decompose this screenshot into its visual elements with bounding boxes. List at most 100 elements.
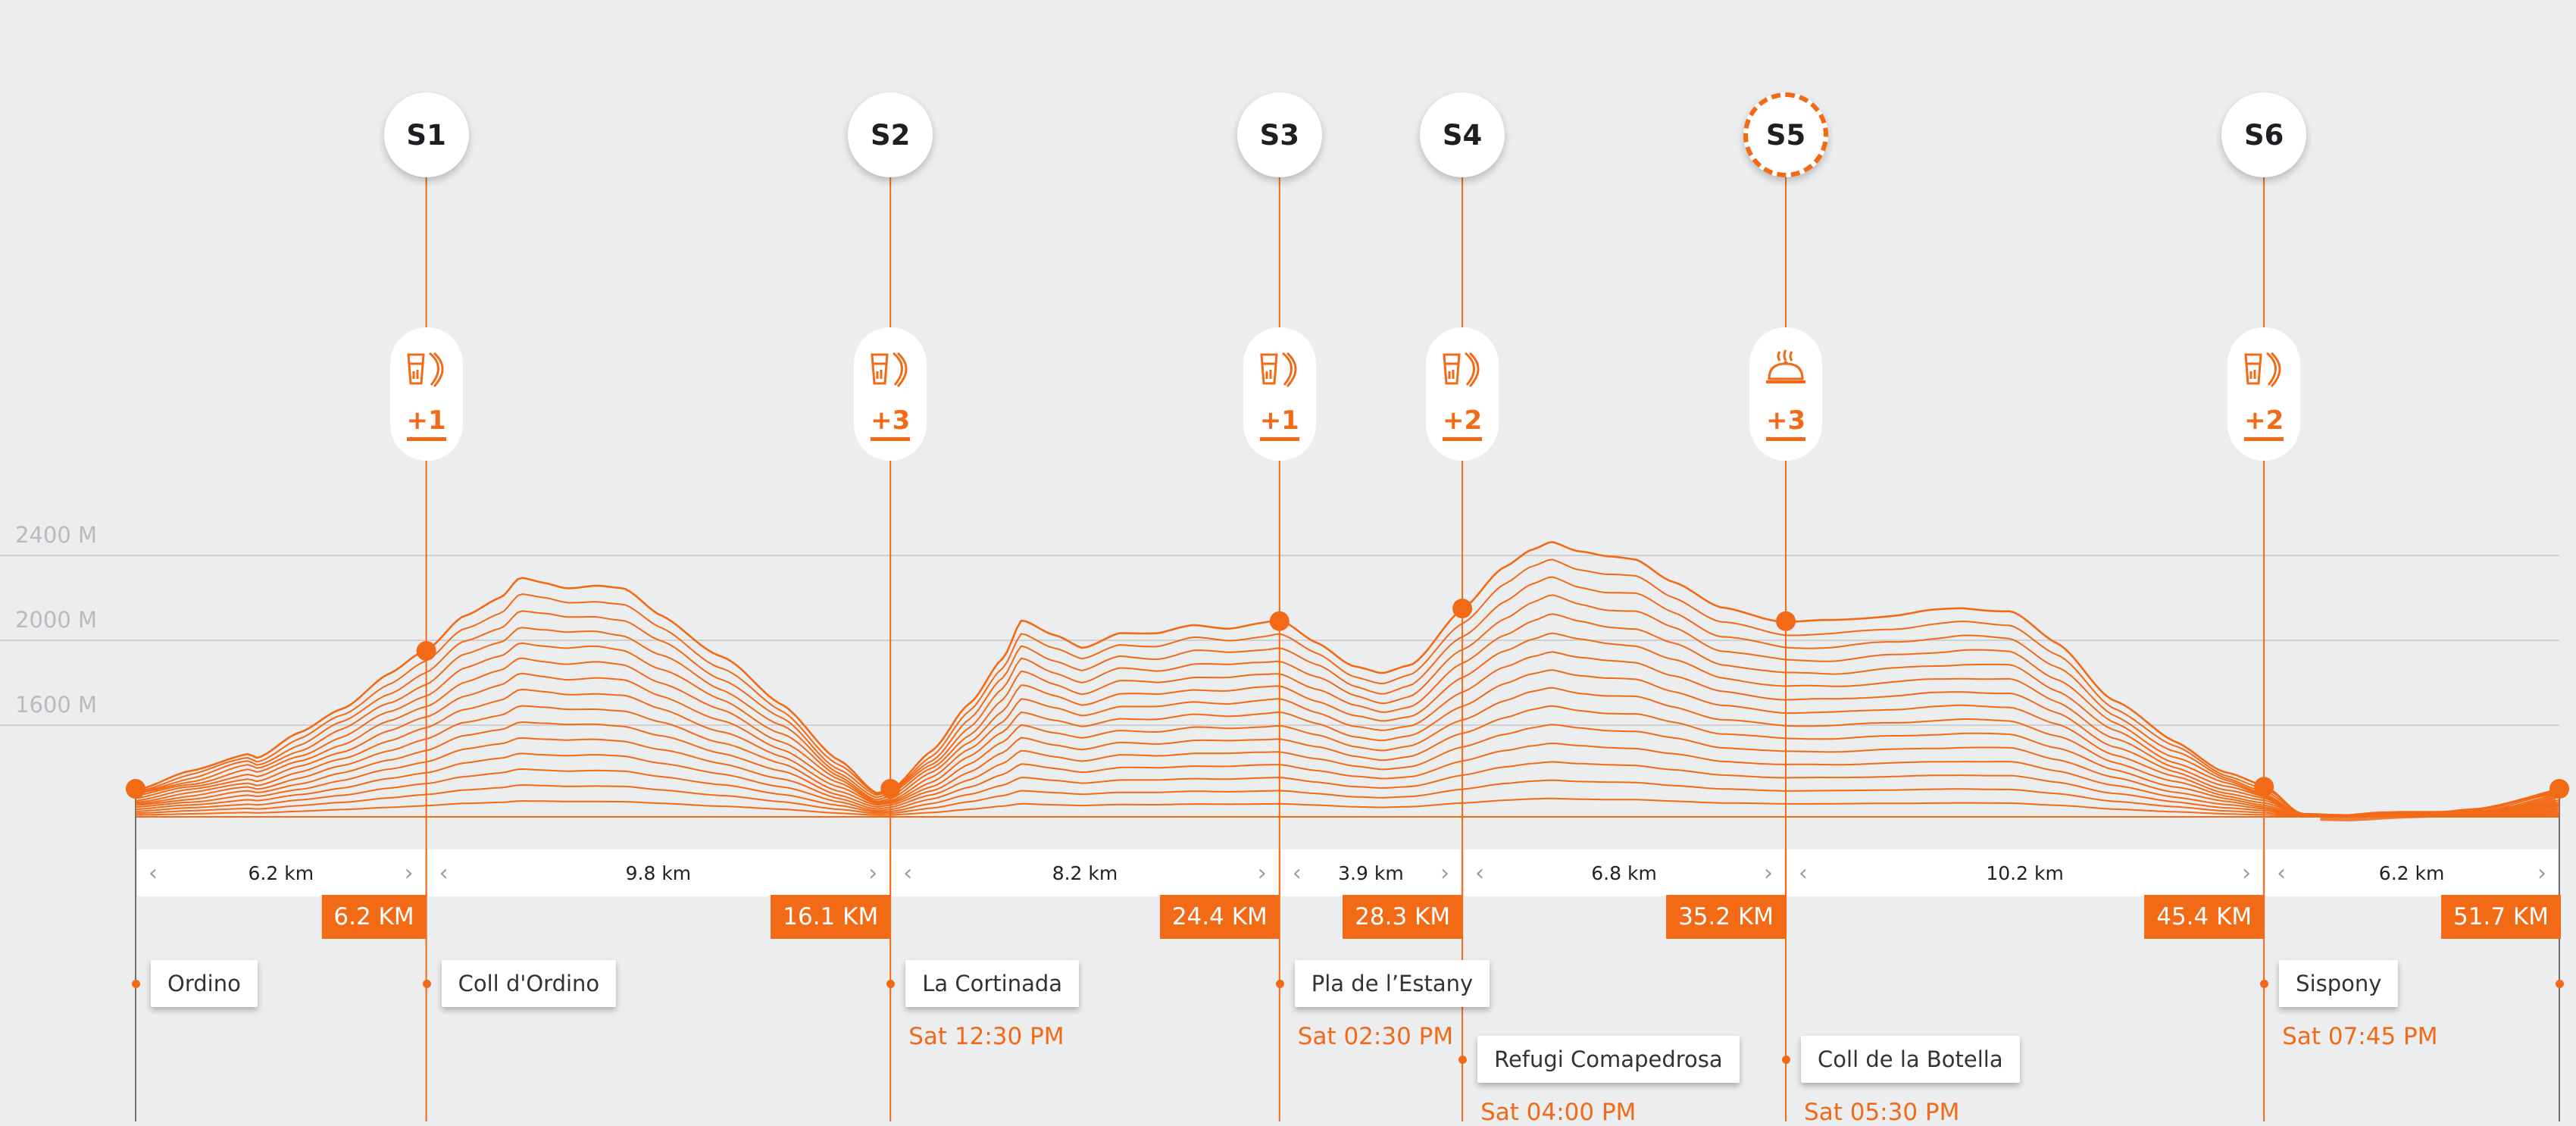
aid-count-value: +3 [1765, 405, 1806, 441]
location-label-6[interactable]: Coll de la Botella [1801, 1036, 2020, 1083]
contour-line-2 [135, 779, 2560, 818]
cumulative-distance-3: 24.4 KM [1159, 895, 1280, 939]
drink-and-snack-icon [868, 349, 913, 389]
stage-point-s2 [880, 779, 901, 799]
location-label-5[interactable]: Refugi Comapedrosa [1477, 1036, 1740, 1083]
segment-distance-2: ‹ 9.8 km › [427, 849, 889, 896]
location-time-5: Sat 04:00 PM [1480, 1099, 1637, 1126]
chevron-right-icon[interactable]: › [1440, 859, 1450, 887]
chevron-right-icon[interactable]: › [404, 859, 414, 887]
stage-point-s5 [1776, 611, 1796, 631]
station-points [126, 599, 2569, 799]
finish-point [2549, 779, 2569, 799]
aid-station-s4[interactable]: +2 [1426, 327, 1499, 461]
aid-station-s5[interactable]: +3 [1749, 327, 1823, 461]
hot-meal-icon [1763, 349, 1809, 389]
stage-marker-s3[interactable]: S3 [1236, 92, 1322, 177]
chevron-left-icon[interactable]: ‹ [148, 859, 158, 887]
segment-distance-label: 6.8 km [1591, 862, 1657, 884]
elevation-contours [135, 541, 2560, 821]
drink-and-snack-icon [1257, 349, 1302, 389]
contour-line-4 [135, 743, 2560, 818]
segment-distance-label: 9.8 km [625, 862, 692, 884]
contour-line-5 [135, 724, 2560, 818]
segment-distance-3: ‹ 8.2 km › [892, 849, 1278, 896]
location-dot [1275, 980, 1284, 988]
stage-marker-s2[interactable]: S2 [848, 92, 933, 177]
location-time-7: Sat 07:45 PM [2282, 1023, 2438, 1050]
aid-count-value: +2 [1443, 405, 1483, 441]
segment-distance-label: 3.9 km [1338, 862, 1404, 884]
contour-line-7 [135, 687, 2560, 818]
chevron-right-icon[interactable]: › [2537, 859, 2546, 887]
elevation-tick-2000: 2000 M [15, 607, 97, 633]
segment-distance-label: 6.2 km [248, 862, 314, 884]
aid-station-count: +2 [1426, 405, 1499, 441]
aid-station-count: +1 [1243, 405, 1316, 441]
finish-location-dot [2556, 980, 2564, 988]
location-label-2[interactable]: Coll d'Ordino [441, 960, 617, 1007]
cumulative-distance-5: 35.2 KM [1666, 895, 1787, 939]
location-dot [422, 980, 431, 988]
location-label-4[interactable]: Pla de l’Estany [1294, 960, 1490, 1007]
location-time-4: Sat 02:30 PM [1297, 1023, 1454, 1050]
stage-marker-s5[interactable]: S5 [1743, 92, 1829, 177]
location-label-7[interactable]: Sispony [2279, 960, 2399, 1007]
segment-distance-5: ‹ 6.8 km › [1464, 849, 1785, 896]
chevron-left-icon[interactable]: ‹ [2277, 859, 2287, 887]
segment-distance-label: 10.2 km [1986, 862, 2064, 884]
chevron-left-icon[interactable]: ‹ [1475, 859, 1485, 887]
chevron-left-icon[interactable]: ‹ [903, 859, 913, 887]
location-dot [886, 980, 896, 988]
aid-count-value: +1 [1259, 405, 1299, 441]
aid-count-value: +1 [406, 405, 446, 441]
contour-line-14 [135, 558, 2560, 818]
cumulative-distance-7: 51.7 KM [2441, 895, 2561, 939]
segment-distance-4: ‹ 3.9 km › [1280, 849, 1462, 896]
aid-station-s1[interactable]: +1 [389, 327, 463, 461]
cumulative-distance-1: 6.2 KM [321, 895, 427, 939]
stage-marker-s6[interactable]: S6 [2221, 92, 2307, 177]
cumulative-distance-6: 45.4 KM [2144, 895, 2265, 939]
chevron-left-icon[interactable]: ‹ [1799, 859, 1809, 887]
finish-area [2320, 796, 2559, 821]
segment-distance-label: 6.2 km [2378, 862, 2445, 884]
location-dot [1782, 1056, 1791, 1064]
location-label-3[interactable]: La Cortinada [905, 960, 1080, 1007]
aid-count-value: +2 [2244, 405, 2284, 441]
contour-line-6 [135, 705, 2560, 818]
location-time-3: Sat 12:30 PM [908, 1023, 1064, 1050]
aid-station-count: +3 [854, 405, 927, 441]
aid-station-s2[interactable]: +3 [854, 327, 927, 461]
chevron-right-icon[interactable]: › [2242, 859, 2252, 887]
drink-and-snack-icon [404, 349, 449, 389]
cumulative-distance-2: 16.1 KM [771, 895, 891, 939]
location-dot [2260, 980, 2269, 988]
chevron-right-icon[interactable]: › [868, 859, 878, 887]
aid-station-s3[interactable]: +1 [1243, 327, 1316, 461]
chevron-left-icon[interactable]: ‹ [1292, 859, 1302, 887]
contour-line-9 [135, 651, 2560, 818]
aid-station-count: +1 [390, 405, 463, 441]
contour-line-3 [135, 761, 2560, 818]
segment-distance-7: ‹ 6.2 km › [2265, 849, 2558, 896]
stage-point-s1 [416, 641, 436, 661]
cumulative-distance-4: 28.3 KM [1343, 895, 1463, 939]
start-point [126, 779, 145, 799]
stage-point-s4 [1452, 599, 1473, 618]
chevron-left-icon[interactable]: ‹ [439, 859, 449, 887]
stage-marker-s1[interactable]: S1 [383, 92, 469, 177]
chevron-right-icon[interactable]: › [1257, 859, 1267, 887]
stage-marker-s4[interactable]: S4 [1420, 92, 1505, 177]
aid-station-count: +3 [1749, 405, 1822, 441]
location-dot [1458, 1056, 1468, 1064]
aid-station-count: +2 [2227, 405, 2300, 441]
contour-line-10 [135, 632, 2560, 817]
contour-line-13 [135, 576, 2560, 818]
location-label-1[interactable]: Ordino [151, 960, 258, 1007]
aid-station-s6[interactable]: +2 [2227, 327, 2301, 461]
location-dot [132, 980, 140, 988]
contour-line-12 [135, 594, 2560, 817]
chevron-right-icon[interactable]: › [1764, 859, 1774, 887]
